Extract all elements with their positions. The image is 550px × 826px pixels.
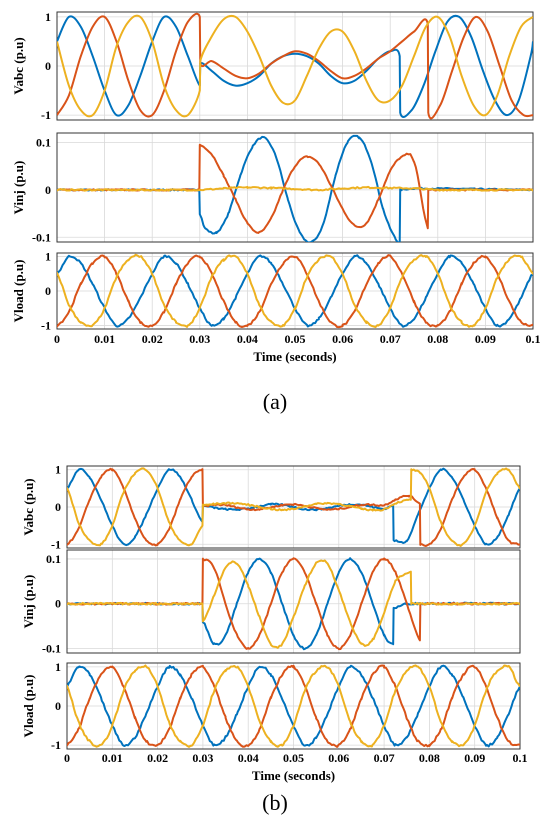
- y-tick-label: 0: [45, 59, 51, 73]
- x-tick-label: 0.06: [328, 751, 349, 765]
- traces: [67, 557, 520, 651]
- panel-vabc: 1 0 -1 Vabc (p.u): [11, 10, 534, 122]
- y-tick-label: -1: [51, 537, 61, 551]
- y-tick-label: 0: [55, 699, 61, 713]
- x-tick-label: 0.03: [189, 332, 210, 346]
- x-tick-label: 0.01: [94, 332, 115, 346]
- x-tick-label: 0.09: [464, 751, 485, 765]
- traces: [67, 664, 520, 748]
- plot-frame: [56, 252, 534, 330]
- y-axis-label: Vabc (p.u): [11, 37, 26, 94]
- y-tick-label: 1: [55, 463, 61, 477]
- y-axis-label: Vload (p.u): [11, 260, 26, 323]
- y-tick-label: -1: [41, 319, 51, 333]
- y-axis-label: Vabc (p.u): [21, 478, 36, 535]
- y-tick-label: 0: [45, 183, 51, 197]
- x-tick-label: 0.09: [475, 332, 496, 346]
- traces: [57, 253, 533, 329]
- y-tick-label: -0.1: [32, 230, 51, 244]
- plot-frame: [56, 132, 534, 243]
- x-tick-label: 0.02: [147, 751, 168, 765]
- x-tick-label: 0.07: [380, 332, 401, 346]
- series-line-phase-c: [57, 253, 533, 329]
- series-line-phase-c: [67, 467, 520, 547]
- panel-vabc: 1 0 -1 Vabc (p.u): [21, 463, 521, 551]
- x-tick-label: 0: [54, 332, 60, 346]
- x-tick-label: 0.1: [513, 751, 528, 765]
- x-tick-label: 0.08: [419, 751, 440, 765]
- traces: [67, 467, 520, 548]
- x-tick-label: 0.06: [332, 332, 353, 346]
- x-tick-label: 0.08: [427, 332, 448, 346]
- panel-vinj: 0.1 0 -0.1 Vinj (p.u): [11, 132, 534, 244]
- y-axis-label: Vinj (p.u): [21, 575, 36, 629]
- figure-caption: (b): [262, 790, 288, 815]
- y-axis-label: Vinj (p.u): [11, 161, 26, 215]
- x-tick-label: 0.1: [526, 332, 541, 346]
- x-tick-label: 0.05: [283, 751, 304, 765]
- traces: [57, 12, 533, 120]
- x-tick-label: 0.02: [142, 332, 163, 346]
- series-line-phase-b: [67, 467, 520, 548]
- x-tick-label: 0.05: [285, 332, 306, 346]
- series-line-phase-a: [67, 467, 520, 547]
- panel-vload: 1 0 -1 Vload (p.u): [11, 249, 534, 333]
- y-tick-label: -1: [41, 108, 51, 122]
- plot-frame: [66, 465, 521, 549]
- x-tick-label: 0.01: [102, 751, 123, 765]
- y-tick-label: 0.1: [36, 135, 51, 149]
- panel-vinj: 0.1 0 -0.1 Vinj (p.u): [21, 549, 521, 656]
- x-axis-label: Time (seconds): [252, 768, 335, 783]
- x-tick-label: 0: [64, 751, 70, 765]
- panel-vload: 1 0 -1 Vload (p.u): [21, 660, 521, 752]
- y-tick-label: -0.1: [42, 642, 61, 656]
- y-tick-label: 0: [55, 500, 61, 514]
- x-axis-label: Time (seconds): [253, 349, 336, 364]
- series-line-phase-c: [67, 559, 520, 649]
- y-tick-label: 0: [45, 284, 51, 298]
- series-line-phase-a: [57, 14, 533, 118]
- x-tick-label: 0.07: [374, 751, 395, 765]
- series-line-phase-b: [57, 254, 533, 329]
- x-tick-label: 0.03: [192, 751, 213, 765]
- figure-caption: (a): [263, 389, 287, 414]
- y-tick-label: 1: [45, 249, 51, 263]
- y-tick-label: 1: [45, 10, 51, 24]
- y-tick-label: 0: [55, 597, 61, 611]
- series-line-phase-c: [67, 664, 520, 748]
- y-tick-label: 1: [55, 660, 61, 674]
- y-axis-label: Vload (p.u): [21, 675, 36, 738]
- plot-frame: [56, 11, 534, 121]
- traces: [57, 134, 533, 242]
- x-tick-label: 0.04: [238, 751, 259, 765]
- plot-frame: [66, 549, 521, 654]
- y-tick-label: 0.1: [46, 552, 61, 566]
- series-line-phase-b: [57, 12, 533, 120]
- x-tick-label: 0.04: [237, 332, 258, 346]
- series-line-phase-b: [67, 664, 520, 748]
- series-line-phase-c: [57, 14, 533, 118]
- y-tick-label: -1: [51, 738, 61, 752]
- series-line-phase-c: [57, 185, 533, 192]
- plot-frame: [66, 662, 521, 750]
